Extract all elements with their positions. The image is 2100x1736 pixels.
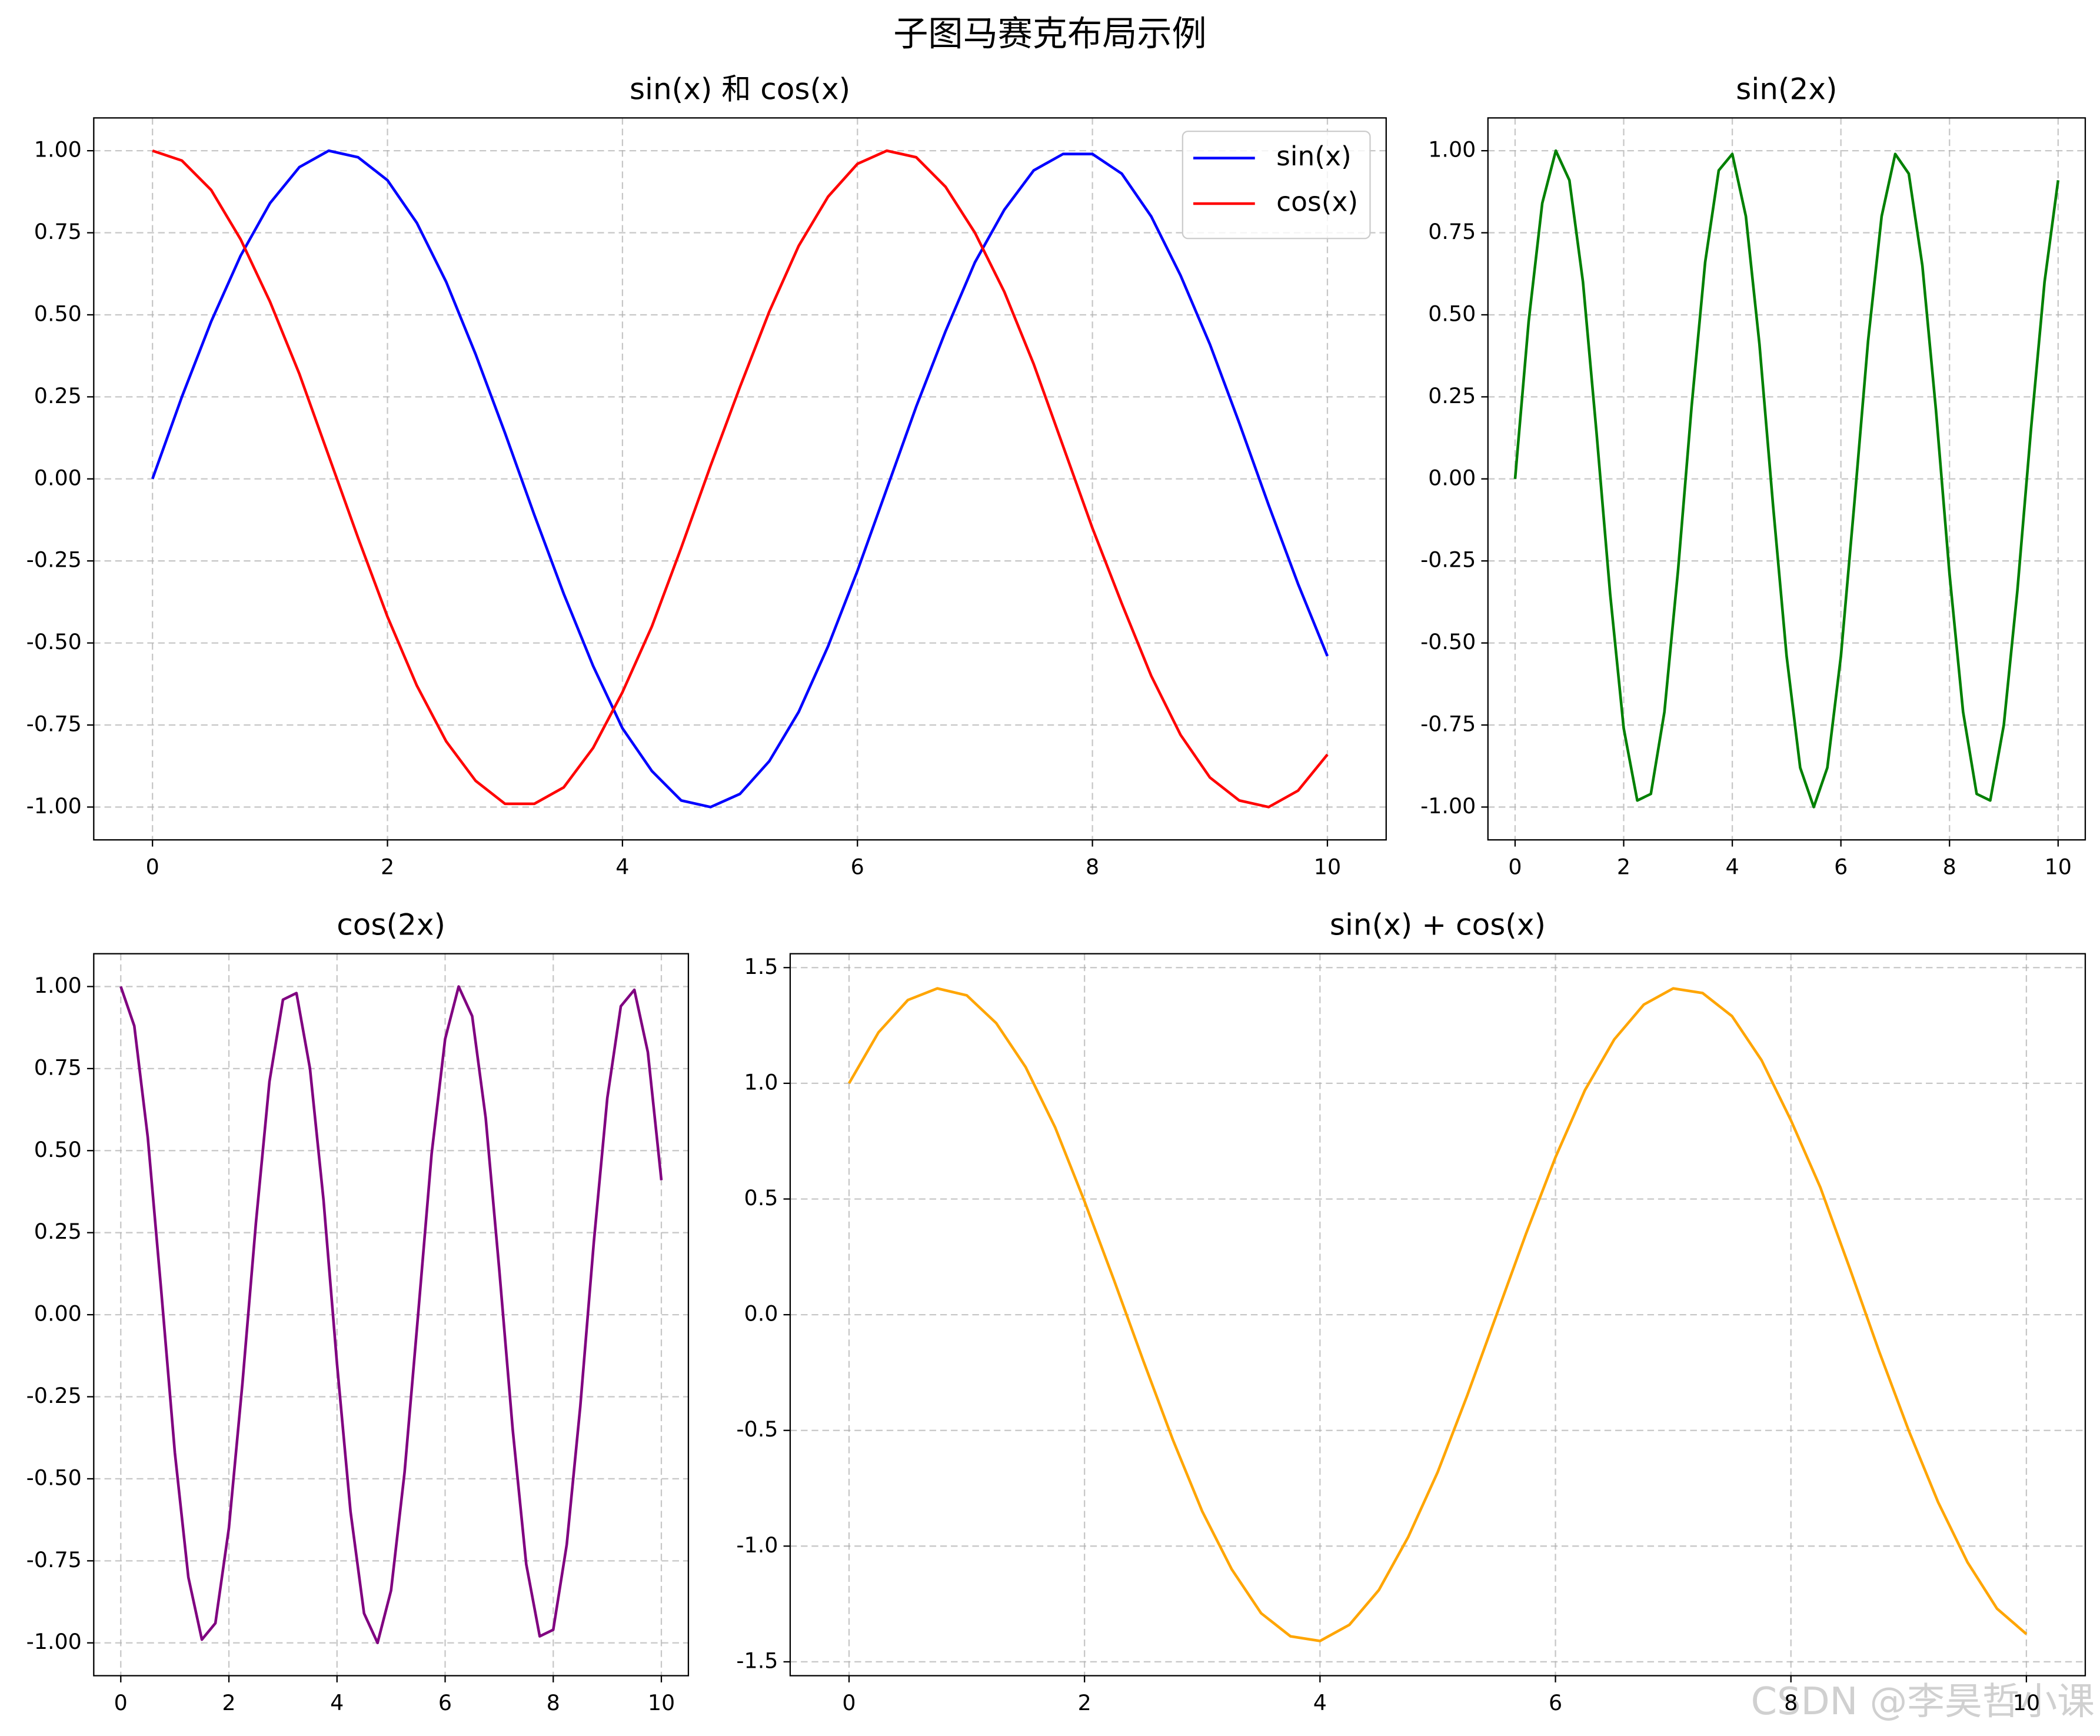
x-tick-label: 2 [1617,854,1630,880]
x-tick-label: 10 [1314,854,1341,880]
line [151,149,1329,809]
axes-frame [789,953,2086,1677]
y-tick-label: 1.00 [34,973,82,998]
y-tick-label: -0.50 [26,629,82,654]
line [152,149,1329,809]
x-tick-label: 6 [1834,854,1848,880]
x-tick-label: 2 [1078,1690,1091,1715]
legend-label: sin(x) [1276,141,1352,172]
y-tick-label: 0.50 [34,1137,82,1162]
subplot-title: cos(2x) [337,908,445,942]
x-tick-label: 2 [222,1690,235,1715]
y-tick-label: -0.50 [26,1465,82,1490]
y-tick-label: -0.75 [26,1547,82,1572]
x-tick-label: 0 [146,854,159,880]
y-tick-label: 0.00 [34,465,82,490]
y-tick-label: 0.00 [1428,465,1476,490]
x-tick-label: 8 [1784,1690,1798,1715]
y-tick-label: 0.75 [34,1055,82,1080]
y-tick-label: -1.5 [736,1648,778,1673]
y-tick-label: -0.5 [736,1416,778,1442]
y-tick-label: -0.25 [26,547,82,573]
axes-frame [1487,117,2086,841]
y-tick-label: 0.25 [1428,383,1476,408]
y-tick-label: 0.25 [34,1219,82,1244]
line [1513,149,2060,809]
line [847,987,2028,1642]
x-tick-label: 10 [2045,854,2072,880]
x-tick-label: 4 [1726,854,1739,880]
watermark: CSDN @李昊哲小课 [1751,1680,2095,1724]
legend-label: cos(x) [1276,187,1358,218]
y-tick-label: 0.50 [34,301,82,326]
y-tick-label: 0.5 [744,1185,778,1210]
x-tick-label: 2 [381,854,394,880]
subplot-title: sin(x) + cos(x) [1330,908,1546,942]
y-tick-label: -0.75 [26,711,82,737]
x-tick-label: 6 [851,854,864,880]
y-tick-label: 0.0 [744,1301,778,1326]
y-tick-label: 1.00 [34,137,82,162]
subplot-title: sin(2x) [1736,72,1837,106]
figure-title: 子图马赛克布局示例 [893,14,1206,54]
x-tick-label: 0 [1508,854,1522,880]
x-tick-label: 10 [2013,1690,2040,1715]
y-tick-label: -1.0 [736,1532,778,1558]
axes-frame [93,117,1387,841]
x-tick-label: 6 [438,1690,452,1715]
x-tick-label: 0 [114,1690,128,1715]
x-tick-label: 0 [842,1690,856,1715]
y-tick-label: 0.50 [1428,301,1476,326]
x-tick-label: 4 [615,854,629,880]
x-tick-label: 8 [547,1690,560,1715]
subplot-title: sin(x) 和 cos(x) [630,72,850,106]
y-tick-label: 1.0 [744,1069,778,1095]
y-tick-label: -1.00 [26,793,82,819]
axes-frame [93,953,690,1677]
x-tick-label: 4 [330,1690,344,1715]
x-tick-label: 6 [1549,1690,1562,1715]
x-tick-label: 10 [648,1690,675,1715]
y-tick-label: 0.75 [34,219,82,244]
y-tick-label: 0.00 [34,1301,82,1326]
y-tick-label: -0.75 [1420,711,1476,737]
x-tick-label: 4 [1313,1690,1327,1715]
y-tick-label: 1.00 [1428,137,1476,162]
y-tick-label: -0.50 [1420,629,1476,654]
y-tick-label: -1.00 [1420,793,1476,819]
y-tick-label: 0.25 [34,383,82,408]
y-tick-label: -0.25 [1420,547,1476,573]
y-tick-label: 0.75 [1428,219,1476,244]
x-tick-label: 8 [1086,854,1099,880]
y-tick-label: -1.00 [26,1629,82,1654]
y-tick-label: -0.25 [26,1383,82,1408]
y-tick-label: 1.5 [744,954,778,979]
line [119,985,663,1645]
x-tick-label: 8 [1943,854,1956,880]
